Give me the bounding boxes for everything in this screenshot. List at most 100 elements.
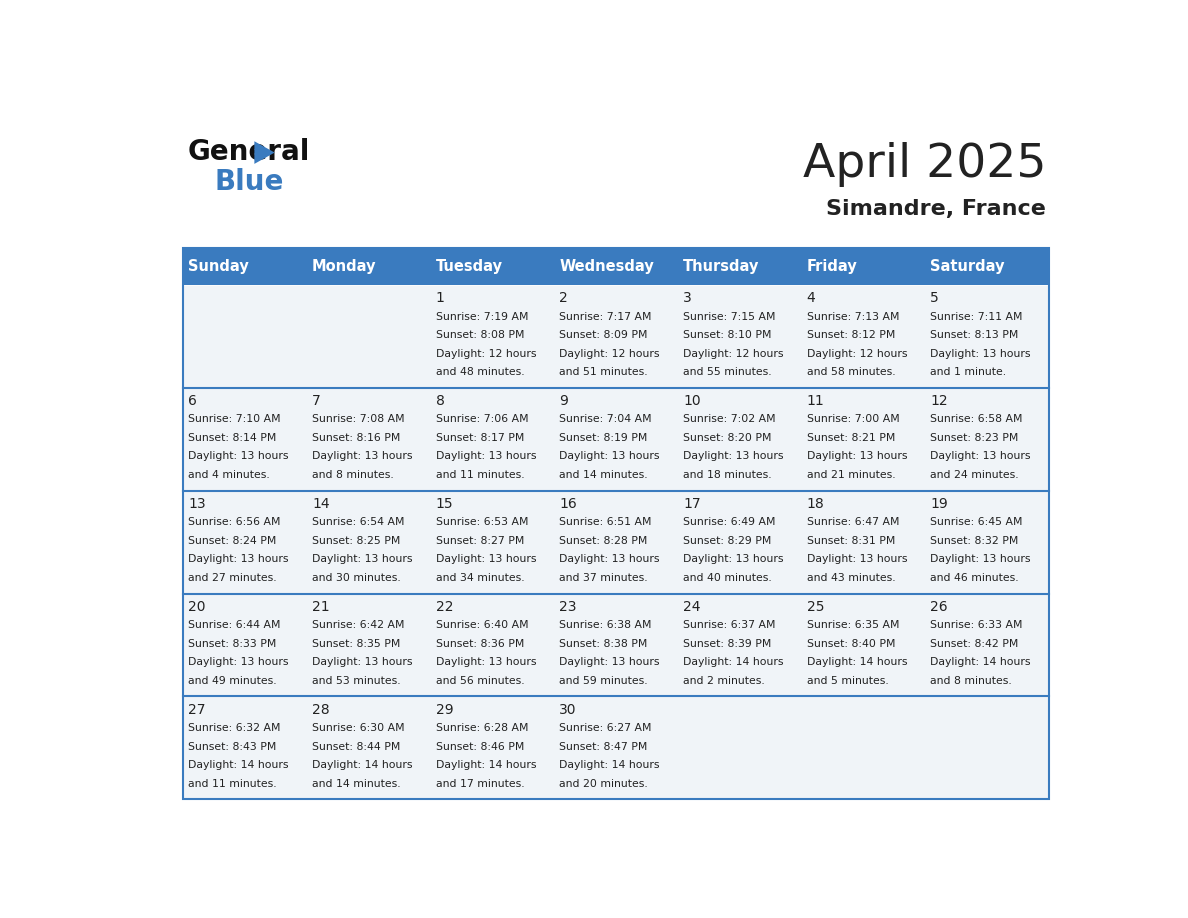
Text: Daylight: 13 hours: Daylight: 13 hours [683,554,783,565]
Text: Sunrise: 6:56 AM: Sunrise: 6:56 AM [189,518,280,527]
Text: and 8 minutes.: and 8 minutes. [312,470,393,480]
Text: Sunset: 8:23 PM: Sunset: 8:23 PM [930,433,1018,443]
Bar [925,248,1049,285]
Text: Sunset: 8:46 PM: Sunset: 8:46 PM [436,742,524,752]
Text: 18: 18 [807,497,824,510]
Text: Simandre, France: Simandre, France [827,198,1047,218]
Bar [183,490,308,594]
Text: and 20 minutes.: and 20 minutes. [560,778,649,789]
Text: Sunset: 8:39 PM: Sunset: 8:39 PM [683,639,771,649]
Text: Sunset: 8:47 PM: Sunset: 8:47 PM [560,742,647,752]
Text: Daylight: 14 hours: Daylight: 14 hours [312,760,412,770]
Text: Sunrise: 6:28 AM: Sunrise: 6:28 AM [436,723,529,733]
Text: Sunrise: 6:54 AM: Sunrise: 6:54 AM [312,518,405,527]
Text: Sunrise: 6:32 AM: Sunrise: 6:32 AM [189,723,280,733]
Bar [431,697,555,800]
Text: Daylight: 14 hours: Daylight: 14 hours [683,657,783,667]
Text: Daylight: 13 hours: Daylight: 13 hours [683,452,783,462]
Bar [308,248,431,285]
Text: 16: 16 [560,497,577,510]
Bar [925,490,1049,594]
Bar [183,697,308,800]
Text: 4: 4 [807,291,815,305]
Text: 7: 7 [312,394,321,408]
Text: Sunset: 8:32 PM: Sunset: 8:32 PM [930,536,1018,546]
Text: Sunset: 8:42 PM: Sunset: 8:42 PM [930,639,1018,649]
Bar [308,285,431,387]
Text: and 37 minutes.: and 37 minutes. [560,573,647,583]
Text: 6: 6 [189,394,197,408]
Text: Friday: Friday [807,259,858,274]
Text: 9: 9 [560,394,568,408]
Bar [678,248,802,285]
Bar [431,248,555,285]
Bar [308,490,431,594]
Text: Sunset: 8:10 PM: Sunset: 8:10 PM [683,330,771,340]
Text: Daylight: 13 hours: Daylight: 13 hours [560,452,659,462]
Text: and 27 minutes.: and 27 minutes. [189,573,277,583]
Bar [555,697,678,800]
Text: 21: 21 [312,599,330,614]
Bar [308,594,431,697]
Bar [925,697,1049,800]
Text: 3: 3 [683,291,691,305]
Text: Sunset: 8:21 PM: Sunset: 8:21 PM [807,433,895,443]
Text: 5: 5 [930,291,939,305]
Bar [802,594,925,697]
Bar [555,594,678,697]
Text: 8: 8 [436,394,444,408]
Text: 20: 20 [189,599,206,614]
Text: and 8 minutes.: and 8 minutes. [930,676,1012,686]
Text: and 30 minutes.: and 30 minutes. [312,573,400,583]
Bar [555,285,678,387]
Bar [555,387,678,490]
Text: Sunrise: 7:11 AM: Sunrise: 7:11 AM [930,311,1023,321]
Text: 27: 27 [189,702,206,717]
Text: and 1 minute.: and 1 minute. [930,367,1006,377]
Text: Daylight: 13 hours: Daylight: 13 hours [436,657,536,667]
Text: Sunrise: 6:42 AM: Sunrise: 6:42 AM [312,621,405,631]
Text: Daylight: 13 hours: Daylight: 13 hours [930,349,1031,359]
Text: and 48 minutes.: and 48 minutes. [436,367,524,377]
Text: Sunrise: 6:38 AM: Sunrise: 6:38 AM [560,621,652,631]
Text: Daylight: 14 hours: Daylight: 14 hours [436,760,536,770]
Text: 12: 12 [930,394,948,408]
Bar [308,387,431,490]
Bar [802,248,925,285]
Text: Sunset: 8:08 PM: Sunset: 8:08 PM [436,330,524,340]
Text: Sunrise: 6:45 AM: Sunrise: 6:45 AM [930,518,1023,527]
Text: Sunset: 8:33 PM: Sunset: 8:33 PM [189,639,277,649]
Bar [678,594,802,697]
Text: Sunset: 8:28 PM: Sunset: 8:28 PM [560,536,647,546]
Text: and 5 minutes.: and 5 minutes. [807,676,889,686]
Bar [678,387,802,490]
Text: Sunrise: 7:19 AM: Sunrise: 7:19 AM [436,311,529,321]
Text: and 53 minutes.: and 53 minutes. [312,676,400,686]
Bar [183,248,308,285]
Text: and 11 minutes.: and 11 minutes. [189,778,277,789]
Text: Daylight: 13 hours: Daylight: 13 hours [312,554,412,565]
Text: Sunrise: 7:13 AM: Sunrise: 7:13 AM [807,311,899,321]
Text: Blue: Blue [215,168,284,196]
Text: Sunrise: 6:44 AM: Sunrise: 6:44 AM [189,621,280,631]
Bar [802,490,925,594]
Bar [183,594,308,697]
Text: Sunset: 8:27 PM: Sunset: 8:27 PM [436,536,524,546]
Text: and 2 minutes.: and 2 minutes. [683,676,765,686]
Bar [678,697,802,800]
Text: and 24 minutes.: and 24 minutes. [930,470,1019,480]
Text: Sunrise: 6:49 AM: Sunrise: 6:49 AM [683,518,776,527]
Text: Sunrise: 7:15 AM: Sunrise: 7:15 AM [683,311,776,321]
Bar [555,490,678,594]
Text: 24: 24 [683,599,701,614]
Text: Sunrise: 6:47 AM: Sunrise: 6:47 AM [807,518,899,527]
Text: Sunset: 8:40 PM: Sunset: 8:40 PM [807,639,895,649]
Bar [183,387,308,490]
Text: Daylight: 12 hours: Daylight: 12 hours [807,349,908,359]
Text: and 49 minutes.: and 49 minutes. [189,676,277,686]
Text: Daylight: 12 hours: Daylight: 12 hours [560,349,659,359]
Text: Sunrise: 7:17 AM: Sunrise: 7:17 AM [560,311,652,321]
Text: Sunset: 8:20 PM: Sunset: 8:20 PM [683,433,771,443]
Text: Daylight: 13 hours: Daylight: 13 hours [189,657,289,667]
Text: Daylight: 14 hours: Daylight: 14 hours [807,657,908,667]
